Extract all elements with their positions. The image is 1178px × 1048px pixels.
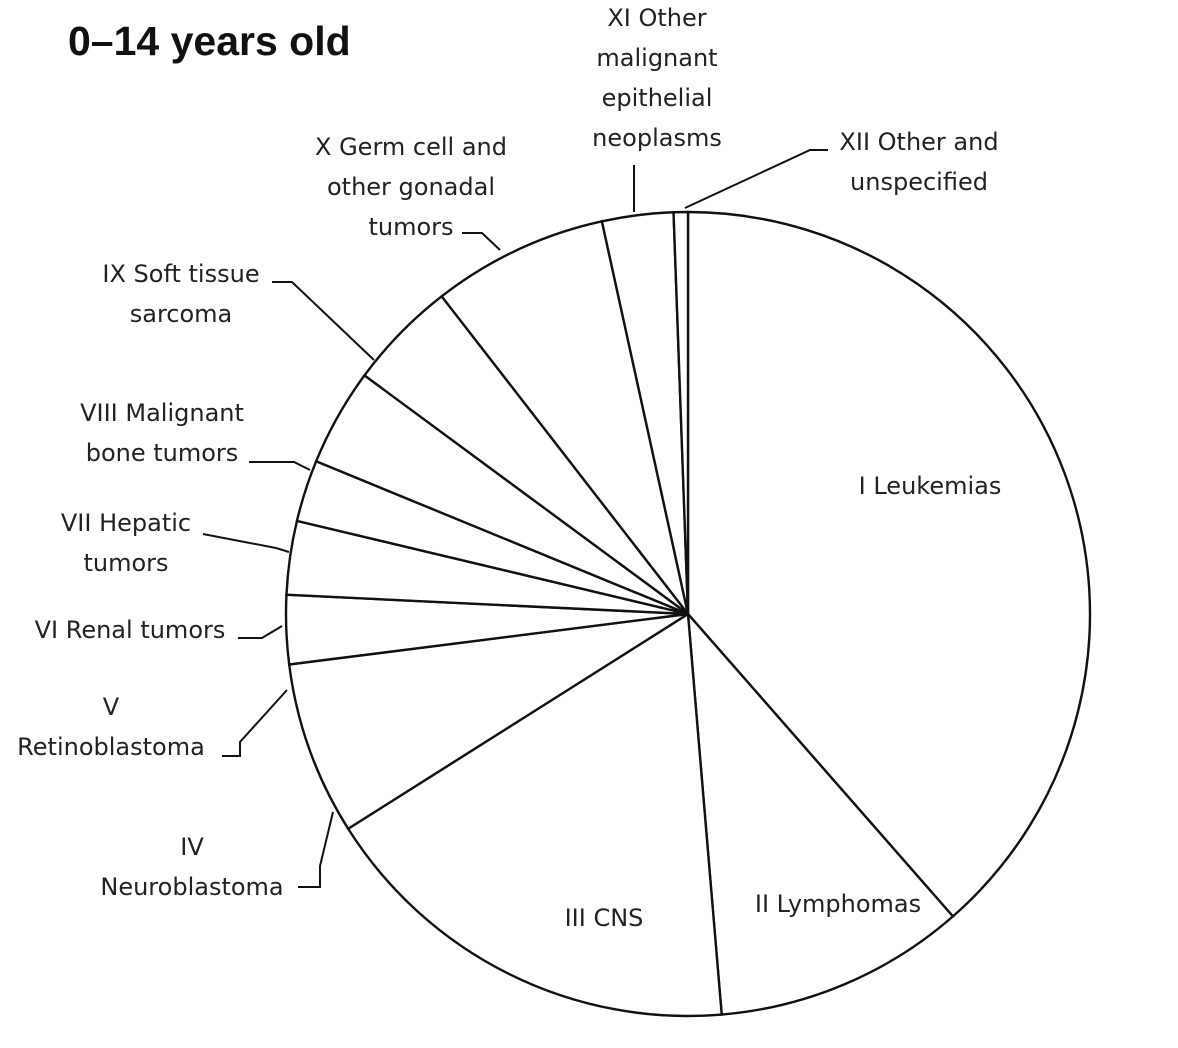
slice-label: VIII Malignant bone tumors [80, 399, 244, 467]
pie-slice [672, 210, 690, 615]
slice-label: IV Neuroblastoma [100, 833, 283, 901]
slice-label: II Lymphomas [755, 890, 921, 918]
pie-slice [686, 210, 1092, 919]
slice-label: V Retinoblastoma [17, 693, 205, 761]
slice-label: VII Hepatic tumors [61, 509, 191, 577]
slice-label: IX Soft tissue sarcoma [102, 260, 259, 328]
leader-line [202, 533, 290, 553]
pie-slice [440, 219, 690, 615]
leader-line [249, 461, 311, 471]
leader-line [272, 281, 375, 361]
slice-label: I Leukemias [859, 472, 1002, 500]
leader-line [684, 149, 828, 209]
pie-slice [686, 610, 955, 1016]
leader-line [222, 689, 288, 757]
slice-label: XII Other and unspecified [839, 128, 998, 196]
leader-line [298, 811, 334, 888]
pie-slice [287, 612, 689, 831]
slice-label: III CNS [565, 904, 644, 932]
slice-label: X Germ cell and other gonadal tumors [315, 133, 507, 241]
leader-line [238, 625, 283, 639]
chart-title: 0–14 years old [68, 18, 351, 64]
slice-label: VI Renal tumors [35, 616, 226, 644]
pie-slice [346, 611, 723, 1018]
leader-line [462, 232, 501, 251]
slice-label: XI Other malignant epithelial neoplasms [592, 4, 722, 152]
